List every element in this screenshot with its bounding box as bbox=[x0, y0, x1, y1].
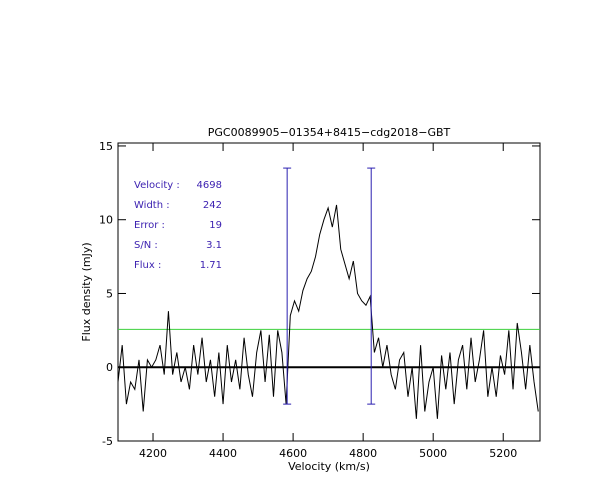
plot-frame bbox=[117, 142, 541, 442]
x-tick-label: 4400 bbox=[209, 447, 237, 460]
stat-label: Flux : bbox=[134, 260, 161, 271]
spectrum-line bbox=[117, 204, 539, 419]
stat-value: 4698 bbox=[197, 180, 222, 191]
y-tick-label: 10 bbox=[99, 214, 113, 227]
y-tick-label: 0 bbox=[106, 361, 113, 374]
stat-value: 242 bbox=[203, 200, 222, 211]
x-tick-label: 5200 bbox=[489, 447, 517, 460]
y-tick-label: 5 bbox=[106, 287, 113, 300]
x-tick-label: 4800 bbox=[349, 447, 377, 460]
stat-label: S/N : bbox=[134, 240, 158, 251]
x-axis-label: Velocity (km/s) bbox=[288, 460, 370, 473]
stat-label: Error : bbox=[134, 220, 165, 231]
chart-title: PGC0089905−01354+8415−cdg2018−GBT bbox=[208, 126, 451, 139]
x-tick-label: 4600 bbox=[279, 447, 307, 460]
y-axis-label: Flux density (mJy) bbox=[80, 242, 93, 341]
stat-value: 19 bbox=[209, 220, 222, 231]
x-tick-label: 4200 bbox=[139, 447, 167, 460]
stat-label: Velocity : bbox=[134, 180, 180, 191]
stat-value: 1.71 bbox=[200, 260, 222, 271]
y-tick-label: -5 bbox=[102, 435, 113, 448]
stat-label: Width : bbox=[134, 200, 170, 211]
x-tick-label: 5000 bbox=[419, 447, 447, 460]
stat-value: 3.1 bbox=[206, 240, 222, 251]
y-tick-label: 15 bbox=[99, 140, 113, 153]
